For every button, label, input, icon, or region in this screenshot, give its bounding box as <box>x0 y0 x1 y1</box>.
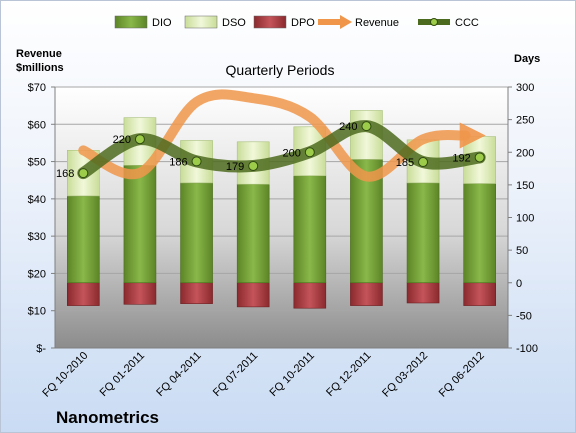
ccc-marker <box>78 168 89 179</box>
ccc-marker <box>361 121 372 132</box>
ccc-data-label: 186 <box>169 156 187 168</box>
dpo-bar <box>406 282 440 304</box>
x-tick-label: FQ 10-2010 <box>40 350 90 400</box>
dpo-bar <box>123 282 157 305</box>
ccc-marker <box>248 160 259 171</box>
legend-swatch-dio <box>114 15 148 29</box>
company-name: Nanometrics <box>56 408 159 427</box>
left-tick-label: $30 <box>28 231 46 243</box>
legend-swatch-dso <box>184 15 218 29</box>
lines-layer: 168 220 186 179 200 240 185 192 <box>56 89 486 182</box>
bars-layer <box>67 110 496 309</box>
chart-title: Quarterly Periods <box>226 62 335 78</box>
x-tick-label: FQ 01-2011 <box>98 350 147 399</box>
legend-arrow-revenue <box>340 15 352 29</box>
left-tick-label: $20 <box>28 268 46 280</box>
left-tick-label: $50 <box>28 157 46 169</box>
right-tick-label: -50 <box>516 310 532 322</box>
dio-bar <box>67 195 100 284</box>
dpo-bar <box>293 282 327 309</box>
ccc-data-label: 168 <box>56 168 74 180</box>
left-tick-label: $- <box>36 343 46 355</box>
right-tick-label: 200 <box>516 147 534 159</box>
left-tick-label: $60 <box>28 119 46 131</box>
ccc-data-label: 200 <box>282 147 300 159</box>
ccc-data-label: 220 <box>113 134 131 146</box>
right-tick-label: 100 <box>516 213 534 225</box>
x-tick-label: FQ 10-2011 <box>268 350 317 399</box>
dio-bar <box>236 183 270 284</box>
ccc-marker <box>418 157 429 168</box>
dio-bar <box>406 182 440 284</box>
plot-area <box>55 87 508 348</box>
right-axis-label: Days <box>514 53 540 65</box>
right-tick-label: -100 <box>516 343 538 355</box>
x-tick-label: FQ 03-2012 <box>380 350 430 400</box>
dpo-bar <box>236 282 270 308</box>
ccc-data-label: 185 <box>396 157 414 169</box>
ccc-data-label: 240 <box>339 121 357 133</box>
ccc-marker <box>191 156 202 167</box>
right-tick-label: 150 <box>516 180 534 192</box>
revenue-arrowhead <box>459 122 486 149</box>
dio-bar <box>293 175 327 284</box>
dpo-bar <box>350 282 383 306</box>
legend-label-ccc: CCC <box>455 17 479 29</box>
revenue-line <box>78 89 471 182</box>
x-tick-label: FQ 06-2012 <box>437 350 487 400</box>
dio-bar <box>180 182 213 284</box>
x-tick-label: FQ 12-2011 <box>324 350 373 399</box>
legend-label-dpo: DPO <box>291 17 315 29</box>
dio-bar <box>123 165 157 284</box>
ccc-marker <box>474 152 485 163</box>
left-tick-label: $10 <box>28 306 46 318</box>
dpo-bar <box>463 282 496 306</box>
left-tick-label: $70 <box>28 82 46 94</box>
dpo-bar <box>67 282 100 306</box>
left-axis-label-line2: $millions <box>16 62 64 74</box>
right-tick-label: 0 <box>516 278 522 290</box>
right-tick-label: 300 <box>516 82 534 94</box>
left-tick-label: $40 <box>28 194 46 206</box>
right-tick-label: 250 <box>516 115 534 127</box>
ccc-data-label: 192 <box>452 152 470 164</box>
legend: DIO DSO DPO Revenue CCC <box>114 15 479 29</box>
legend-label-dio: DIO <box>152 17 172 29</box>
left-axis-label-line1: Revenue <box>16 48 62 60</box>
legend-swatch-dpo <box>253 15 287 29</box>
x-tick-label: FQ 04-2011 <box>154 350 203 399</box>
x-tick-label: FQ 07-2011 <box>211 350 260 399</box>
ccc-data-label: 179 <box>226 161 244 173</box>
ccc-marker <box>304 147 315 158</box>
right-tick-label: 50 <box>516 245 528 257</box>
dpo-bar <box>180 282 213 304</box>
dio-bar <box>463 183 496 284</box>
ccc-marker <box>134 134 145 145</box>
legend-marker-ccc <box>430 18 438 26</box>
legend-label-revenue: Revenue <box>355 17 399 29</box>
legend-label-dso: DSO <box>222 17 246 29</box>
